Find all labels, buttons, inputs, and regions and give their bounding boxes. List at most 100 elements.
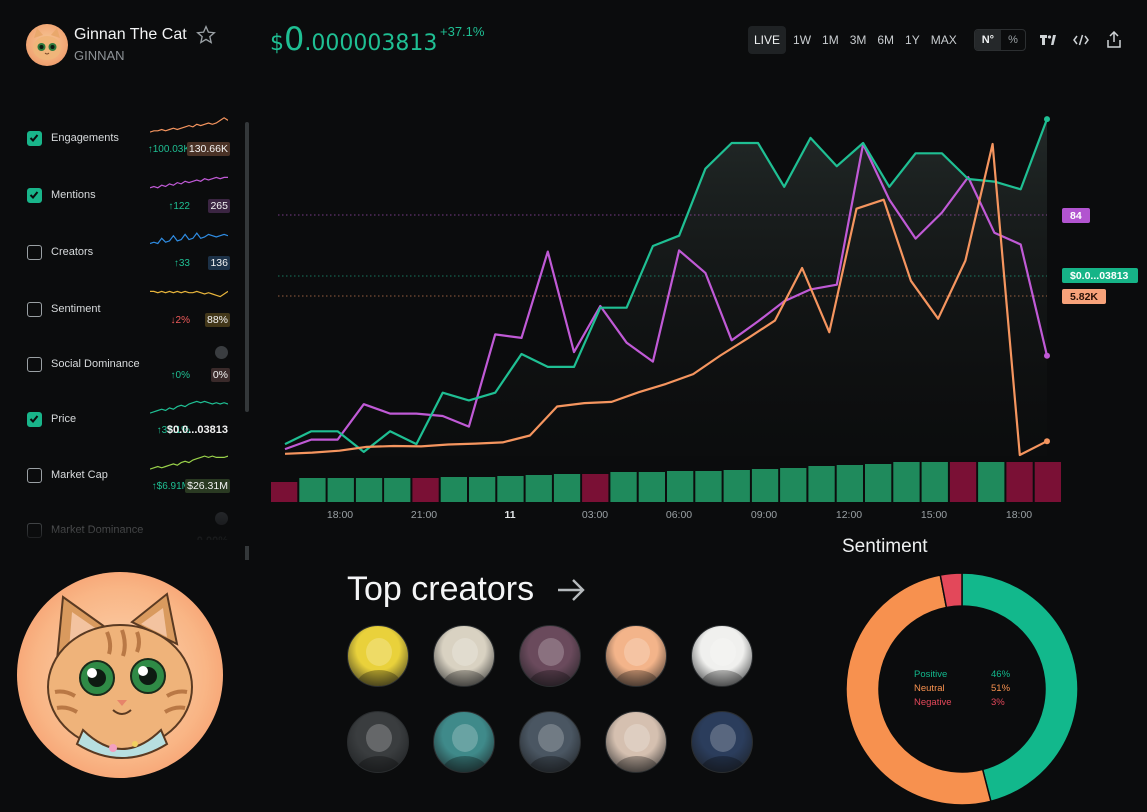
metric-label: Social Dominance <box>51 358 140 370</box>
x-axis-tick-label: 11 <box>504 509 515 521</box>
metric-label: Sentiment <box>51 303 101 315</box>
metric-sparkline <box>150 400 228 414</box>
creator-avatar[interactable] <box>691 625 753 687</box>
series-line-engagements <box>284 142 1048 457</box>
volume-bar <box>469 477 496 502</box>
metric-checkbox[interactable] <box>27 302 42 317</box>
metric-value: $26.31M <box>185 479 230 493</box>
series-end-dot <box>1044 438 1050 445</box>
volume-bar <box>695 471 722 502</box>
volume-bar <box>836 465 863 502</box>
sentiment-legend-positive: Positive 46% <box>914 669 1011 680</box>
metric-item-market-cap[interactable]: Market Cap ↑$6.91M $26.31M <box>20 449 240 499</box>
metric-delta: ↑100.03K <box>147 144 190 155</box>
range-max-button[interactable]: MAX <box>930 33 957 47</box>
metric-delta: ↑0% <box>170 370 190 381</box>
metric-checkbox[interactable] <box>27 131 42 146</box>
metric-value: 0% <box>210 368 230 382</box>
range-1w-button[interactable]: 1W <box>793 33 812 47</box>
volume-bar <box>412 478 439 502</box>
value-mode-toggle: N° % <box>973 29 1026 51</box>
volume-bar <box>921 462 948 502</box>
metric-item-market-dominance[interactable]: Market Dominance 0.00% <box>20 504 240 540</box>
metric-checkbox[interactable] <box>27 357 42 372</box>
volume-bar <box>780 468 807 502</box>
metric-checkbox[interactable] <box>27 245 42 260</box>
volume-bar <box>808 466 835 502</box>
scrollbar-nub[interactable] <box>245 546 249 560</box>
metric-sparkline <box>150 176 228 189</box>
series-line-price <box>284 118 1049 453</box>
creator-avatar[interactable] <box>433 625 495 687</box>
sentiment-legend-neutral: Neutral 51% <box>914 683 1011 694</box>
creator-avatar[interactable] <box>347 711 409 773</box>
volume-bar <box>723 470 750 502</box>
top-creators-title[interactable]: Top creators <box>347 570 535 608</box>
sentiment-slice-neutral[interactable] <box>845 574 992 806</box>
volume-bar <box>525 475 552 502</box>
range-3m-button[interactable]: 3M <box>849 33 867 47</box>
x-axis-tick-label: 18:00 <box>1006 509 1032 521</box>
metric-checkbox[interactable] <box>27 188 42 203</box>
x-axis-tick-label: 18:00 <box>327 509 353 521</box>
series-end-badge <box>1062 268 1138 283</box>
metric-list-scrollbar[interactable] <box>245 122 249 412</box>
creator-avatar[interactable] <box>605 711 667 773</box>
volume-bar <box>327 478 354 502</box>
price-change: +37.1% <box>440 24 485 39</box>
volume-bar <box>384 478 411 502</box>
percent-mode-button[interactable]: % <box>1008 34 1018 46</box>
range-6m-button[interactable]: 6M <box>877 33 895 47</box>
metric-label: Price <box>51 413 77 425</box>
metric-empty-indicator <box>215 346 228 359</box>
arrow-right-icon[interactable] <box>555 575 587 605</box>
sentiment-slice-positive[interactable] <box>961 572 1079 803</box>
star-icon[interactable] <box>196 25 216 45</box>
range-live-button[interactable]: LIVE <box>748 26 787 54</box>
volume-bar <box>667 471 694 502</box>
metric-checkbox[interactable] <box>27 412 42 427</box>
sentiment-legend-negative: Negative 3% <box>914 697 1005 708</box>
volume-bar <box>978 462 1005 502</box>
range-1m-button[interactable]: 1M <box>822 33 839 47</box>
volume-bar <box>553 474 581 502</box>
metric-label: Market Dominance <box>51 524 144 536</box>
x-axis-tick-label: 21:00 <box>411 509 437 521</box>
number-mode-button[interactable]: N° <box>974 30 1002 50</box>
creator-avatar[interactable] <box>605 625 667 687</box>
volume-bar <box>751 469 779 502</box>
metric-item-creators[interactable]: Creators ↑33 136 <box>20 226 240 276</box>
series-end-label: 84 <box>1070 210 1082 222</box>
metric-item-social-dominance[interactable]: Social Dominance ↑0% 0% <box>20 338 240 388</box>
x-axis-tick-label: 12:00 <box>836 509 862 521</box>
embed-code-icon[interactable] <box>1070 29 1092 51</box>
series-end-dot <box>1044 352 1050 359</box>
range-1y-button[interactable]: 1Y <box>905 33 920 47</box>
price-value: $0.000003813 <box>270 20 438 58</box>
creator-avatar[interactable] <box>433 711 495 773</box>
metrics-chart[interactable]: 84 $0.0...03813 5.82K 18:00 21:00 11 03:00 06:0… <box>270 90 1147 530</box>
volume-bar <box>582 474 609 502</box>
share-icon[interactable] <box>1103 29 1125 51</box>
tradingview-icon[interactable] <box>1037 29 1059 51</box>
metric-item-mentions[interactable]: Mentions ↑122 265 <box>20 169 240 219</box>
metric-checkbox[interactable] <box>27 523 42 538</box>
volume-bar <box>1034 462 1061 502</box>
creator-avatar[interactable] <box>519 711 581 773</box>
creator-avatar[interactable] <box>691 711 753 773</box>
creator-avatar[interactable] <box>519 625 581 687</box>
metric-item-sentiment[interactable]: Sentiment ↓2% 88% <box>20 283 240 333</box>
metric-item-engagements[interactable]: Engagements ↑100.03K 130.66K <box>20 112 240 162</box>
metric-checkbox[interactable] <box>27 468 42 483</box>
metric-label: Market Cap <box>51 469 108 481</box>
metric-item-price[interactable]: Price ↑37.1% $0.0...03813 <box>20 393 240 443</box>
x-axis-tick-label: 15:00 <box>921 509 947 521</box>
metric-label: Creators <box>51 246 94 258</box>
metric-value: 136 <box>208 256 230 270</box>
metric-delta: ↑$6.91M <box>151 481 190 492</box>
metric-delta: ↑33 <box>173 258 190 269</box>
sentiment-slice-negative[interactable] <box>939 572 963 609</box>
metric-empty-indicator <box>215 512 228 525</box>
volume-bar <box>865 464 892 502</box>
creator-avatar[interactable] <box>347 625 409 687</box>
